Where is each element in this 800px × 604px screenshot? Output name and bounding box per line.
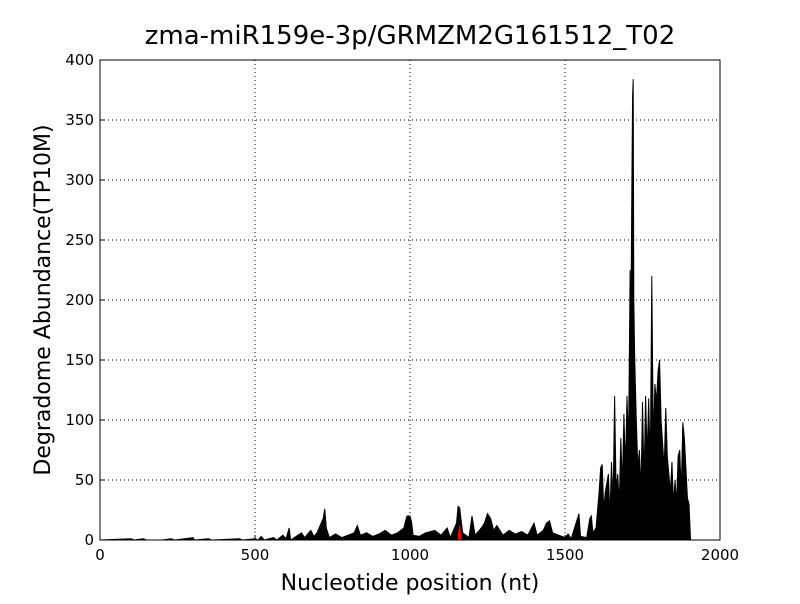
x-axis-label: Nucleotide position (nt) [281,571,540,596]
y-tick-label: 400 [65,51,94,69]
y-tick-label: 350 [65,111,94,129]
y-tick-label: 100 [65,411,94,429]
chart-title: zma-miR159e-3p/GRMZM2G161512_T02 [145,21,676,51]
y-tick-label: 150 [65,351,94,369]
x-tick-label: 2000 [701,546,739,564]
y-tick-label: 300 [65,171,94,189]
x-tick-label: 0 [95,546,105,564]
area [99,79,720,541]
y-tick-label: 250 [65,231,94,249]
y-tick-label: 50 [75,471,94,489]
x-tick-label: 500 [241,546,270,564]
x-tick-label: 1500 [546,546,584,564]
y-tick-label: 200 [65,291,94,309]
x-tick-label: 1000 [391,546,429,564]
y-tick-label: 0 [84,531,94,549]
y-axis-label: Degradome Abundance(TP10M) [31,124,56,475]
